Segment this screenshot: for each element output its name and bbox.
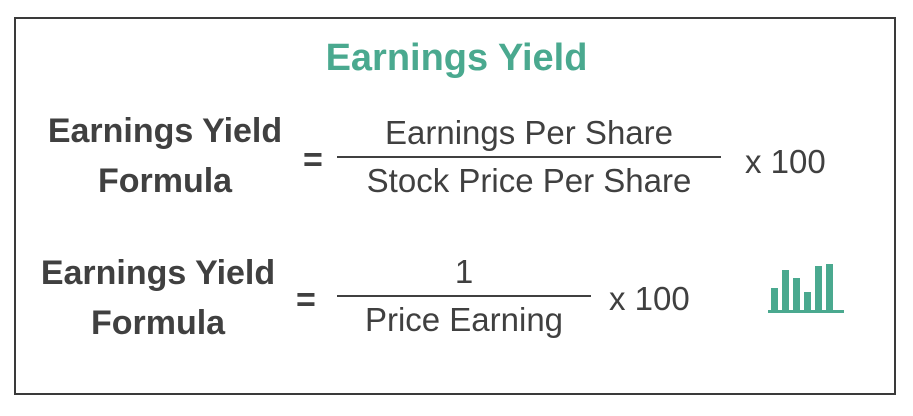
formula-1-label: Earnings Yield Formula [40, 106, 290, 206]
page-title: Earnings Yield [325, 37, 588, 79]
formula-2-label-line1: Earnings Yield [40, 254, 276, 292]
formula-card [14, 17, 896, 395]
formula-2-label-line2: Formula [90, 304, 226, 342]
formula-1-label-line2: Formula [97, 162, 233, 200]
formula-2-numerator: 1 [454, 253, 474, 290]
formula-1-multiplier: x 100 [745, 143, 826, 180]
formula-1-fraction: Earnings Per Share Stock Price Per Share [337, 113, 721, 201]
formula-2-label: Earnings Yield Formula [33, 248, 283, 348]
formula-1-equals: = [303, 141, 323, 179]
bar-chart-icon [768, 264, 844, 313]
formula-2-fraction: 1 Price Earning [337, 252, 591, 340]
formula-2-equals: = [296, 281, 316, 319]
formula-2-denominator: Price Earning [364, 301, 564, 338]
formula-1-denominator: Stock Price Per Share [366, 162, 692, 199]
formula-1-numerator: Earnings Per Share [385, 114, 673, 151]
formula-2-multiplier: x 100 [609, 280, 690, 317]
formula-1-fraction-bar [337, 156, 721, 158]
formula-1-label-line1: Earnings Yield [47, 112, 283, 150]
formula-2-fraction-bar [337, 295, 591, 297]
